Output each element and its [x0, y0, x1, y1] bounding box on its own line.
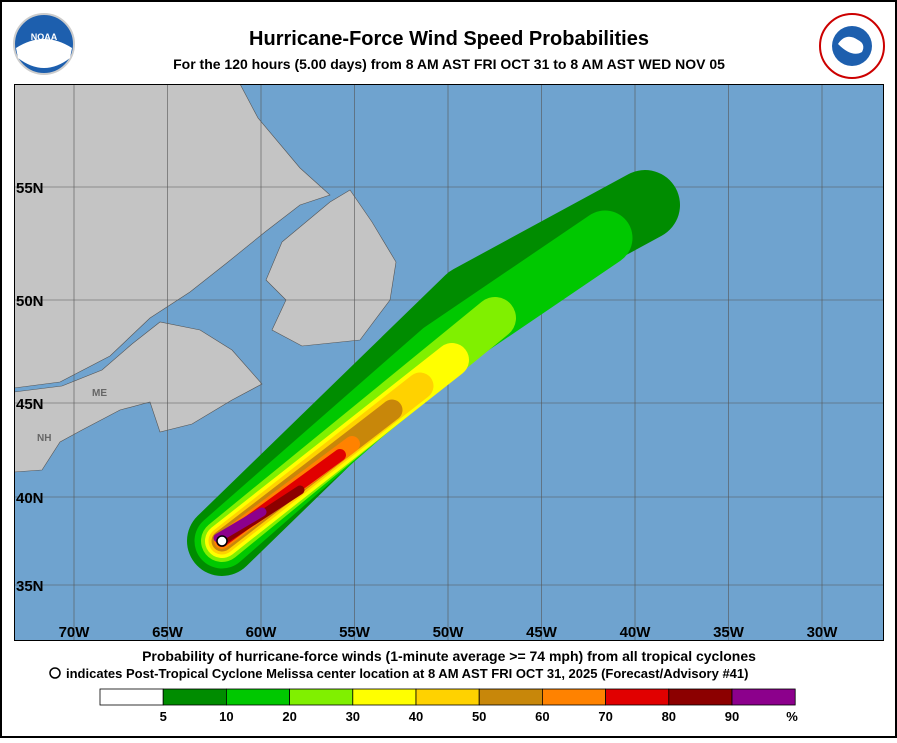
lat-label: 40N — [16, 490, 44, 507]
legend-swatch — [162, 688, 227, 706]
legend-swatch — [99, 688, 164, 706]
legend-swatch — [289, 688, 354, 706]
land — [14, 321, 263, 473]
legend-swatch — [605, 688, 670, 706]
legend-swatch — [225, 688, 290, 706]
legend-swatch — [542, 688, 607, 706]
lon-label: 40W — [620, 624, 652, 641]
state-label: ME — [92, 388, 107, 399]
noaa-logo: NOAA — [13, 13, 75, 75]
lat-label: 50N — [16, 293, 44, 310]
lat-label: 35N — [16, 578, 44, 595]
land — [265, 189, 397, 347]
lon-label: 70W — [59, 624, 91, 641]
storm-center — [216, 535, 228, 547]
legend-label: 30 — [346, 709, 360, 724]
legend: 5 10 20 30 40 50 60 70 80 90% — [99, 688, 798, 724]
lon-label: 60W — [246, 624, 278, 641]
legend-label: 40 — [409, 709, 423, 724]
legend-swatch — [352, 688, 417, 706]
legend-label: 90 — [725, 709, 739, 724]
lat-label: 55N — [16, 180, 44, 197]
legend-swatch — [668, 688, 733, 706]
lon-label: 45W — [526, 624, 558, 641]
legend-label: 5 — [160, 709, 167, 724]
lon-label: 35W — [713, 624, 745, 641]
caption: indicates Post-Tropical Cyclone Melissa … — [66, 666, 748, 681]
legend-label: 10 — [219, 709, 233, 724]
lon-label: 30W — [807, 624, 839, 641]
probability-swath — [213, 507, 267, 543]
legend-label: 20 — [282, 709, 296, 724]
legend-swatch — [731, 688, 796, 706]
lon-label: 50W — [433, 624, 465, 641]
lon-label: 65W — [152, 624, 184, 641]
title: Hurricane-Force Wind Speed Probabilities — [249, 28, 649, 50]
svg-text:NOAA: NOAA — [31, 32, 58, 42]
lon-label: 55W — [339, 624, 371, 641]
map: ME NH 55N 50N 45N 40N 35N 70W 65W 60W 55W 50W 45W 4… — [14, 84, 884, 641]
legend-swatch — [415, 688, 480, 706]
nws-logo — [819, 13, 885, 79]
land — [14, 84, 331, 389]
legend-swatch — [478, 688, 543, 706]
center-symbol — [49, 667, 61, 679]
caption: Probability of hurricane-force winds (1-… — [142, 648, 756, 664]
legend-label: % — [786, 709, 798, 724]
legend-label: 50 — [472, 709, 486, 724]
legend-label: 70 — [598, 709, 612, 724]
legend-label: 60 — [535, 709, 549, 724]
lat-label: 45N — [16, 396, 44, 413]
legend-label: 80 — [662, 709, 676, 724]
state-label: NH — [37, 433, 51, 444]
subtitle: For the 120 hours (5.00 days) from 8 AM … — [173, 56, 725, 72]
